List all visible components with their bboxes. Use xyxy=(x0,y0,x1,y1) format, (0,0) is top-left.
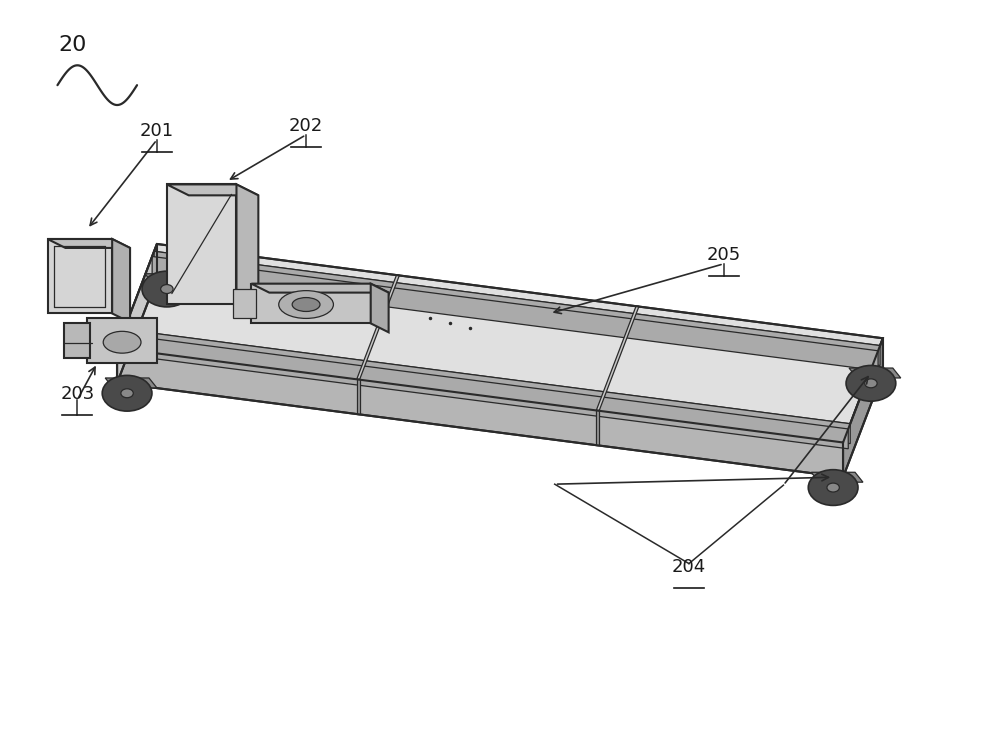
Ellipse shape xyxy=(827,483,839,492)
Polygon shape xyxy=(117,244,883,443)
Polygon shape xyxy=(105,378,157,388)
Polygon shape xyxy=(596,306,639,411)
Polygon shape xyxy=(251,283,371,323)
Polygon shape xyxy=(152,257,878,370)
Polygon shape xyxy=(371,283,389,332)
Polygon shape xyxy=(251,283,389,292)
Polygon shape xyxy=(124,329,850,444)
Ellipse shape xyxy=(103,331,141,353)
Polygon shape xyxy=(357,275,399,379)
Ellipse shape xyxy=(121,389,133,398)
Polygon shape xyxy=(167,185,258,195)
Text: 203: 203 xyxy=(60,384,94,402)
Polygon shape xyxy=(236,185,258,314)
Polygon shape xyxy=(122,334,848,449)
Text: 201: 201 xyxy=(140,122,174,140)
Polygon shape xyxy=(154,251,880,366)
Polygon shape xyxy=(152,251,880,351)
Ellipse shape xyxy=(102,375,152,411)
Polygon shape xyxy=(87,319,157,363)
Polygon shape xyxy=(48,239,112,313)
Text: 20: 20 xyxy=(58,35,87,55)
Polygon shape xyxy=(117,244,157,383)
Ellipse shape xyxy=(292,298,320,311)
Text: 204: 204 xyxy=(672,559,706,577)
Polygon shape xyxy=(811,472,863,482)
Polygon shape xyxy=(233,289,256,319)
Polygon shape xyxy=(48,239,130,248)
Ellipse shape xyxy=(161,284,173,293)
Ellipse shape xyxy=(846,366,896,401)
Polygon shape xyxy=(117,348,843,477)
Polygon shape xyxy=(145,274,197,283)
Text: 205: 205 xyxy=(707,246,741,264)
Text: 202: 202 xyxy=(289,117,323,135)
Polygon shape xyxy=(357,379,360,414)
Polygon shape xyxy=(849,368,901,378)
Ellipse shape xyxy=(142,272,192,307)
Ellipse shape xyxy=(279,291,333,319)
Polygon shape xyxy=(112,239,130,322)
Ellipse shape xyxy=(865,379,877,387)
Polygon shape xyxy=(122,329,850,429)
Polygon shape xyxy=(843,338,883,477)
Ellipse shape xyxy=(808,470,858,506)
Polygon shape xyxy=(167,185,236,304)
Polygon shape xyxy=(596,411,599,445)
Polygon shape xyxy=(64,323,90,358)
